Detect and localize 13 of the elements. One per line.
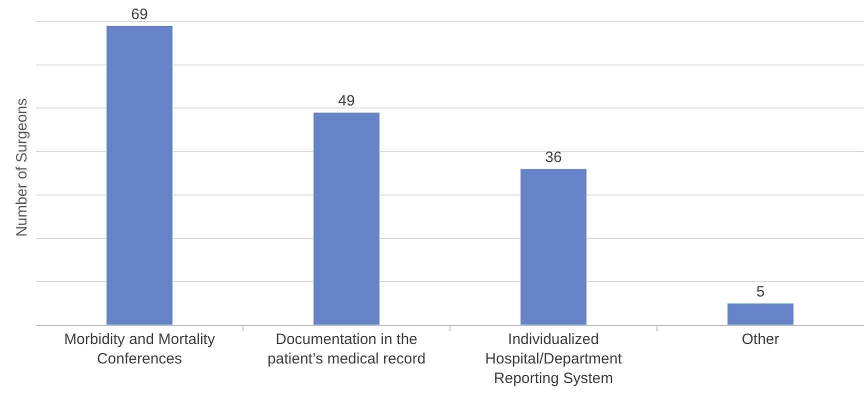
bar — [106, 26, 173, 325]
y-axis-title: Number of Surgeons — [13, 98, 30, 237]
data-label: 49 — [338, 92, 355, 110]
data-label: 5 — [756, 283, 765, 300]
bar — [313, 112, 380, 325]
data-label: 69 — [131, 6, 148, 23]
x-tick-label: Other — [742, 331, 780, 348]
x-tick-label: Individualized Hospital/Department Reporting System — [485, 331, 623, 387]
bar — [727, 303, 794, 325]
x-tick-label: Documentation in the patient’s medical record — [267, 331, 426, 368]
bar — [520, 168, 587, 325]
x-tick-label: Morbidity and Mortality Conferences — [64, 331, 216, 368]
data-label: 36 — [545, 148, 562, 166]
